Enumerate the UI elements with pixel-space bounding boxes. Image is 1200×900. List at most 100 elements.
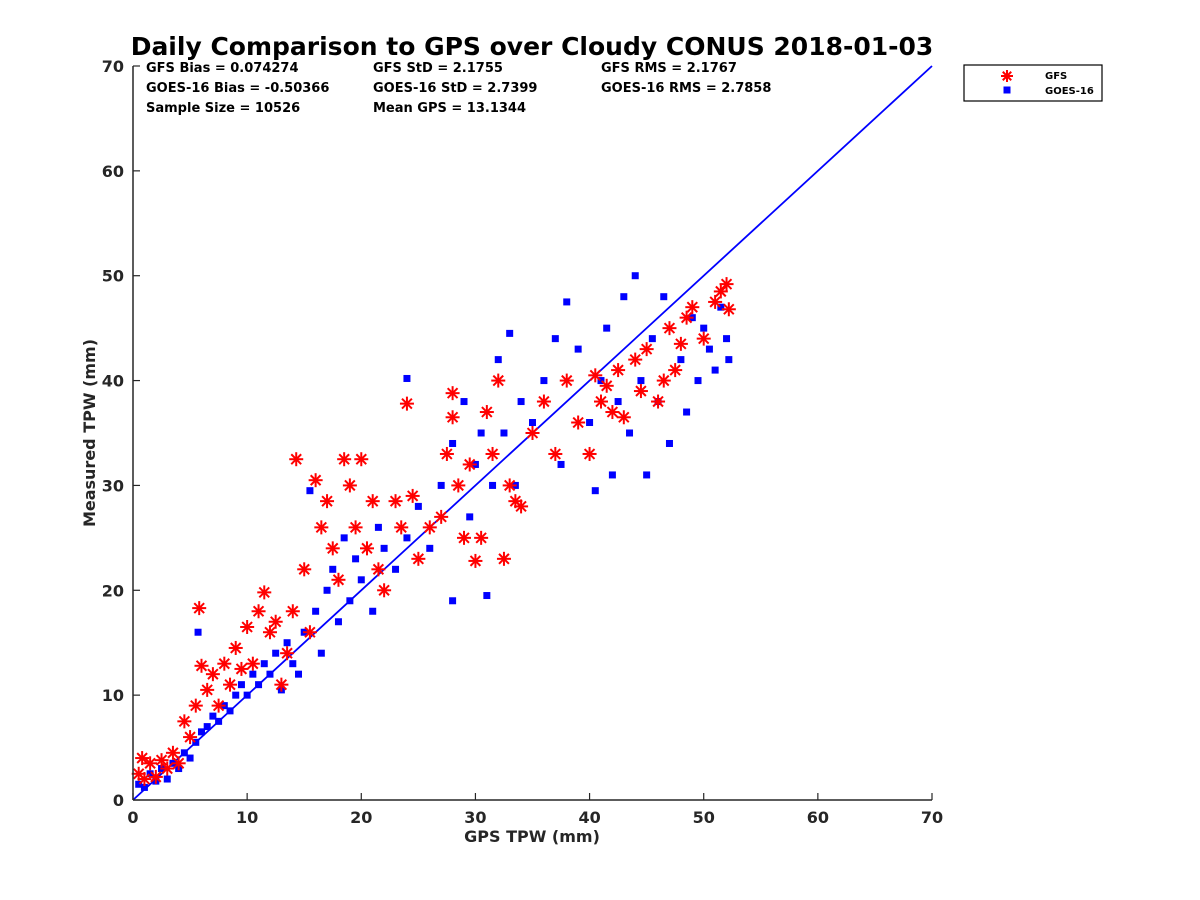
goes16-point — [563, 298, 571, 306]
gfs-point — [217, 656, 232, 671]
gfs-point — [696, 331, 711, 346]
gfs-point — [628, 352, 643, 367]
legend-goes-square — [1003, 86, 1011, 94]
goes16-point — [437, 481, 445, 489]
gfs-point — [371, 562, 386, 577]
gfs-point — [194, 658, 209, 673]
gfs-point — [188, 698, 203, 713]
x-tick-label: 10 — [236, 808, 258, 827]
goes16-point — [323, 586, 331, 594]
x-tick-label: 60 — [807, 808, 829, 827]
gfs-point — [514, 499, 529, 514]
gfs-point — [451, 478, 466, 493]
gfs-point — [633, 384, 648, 399]
gfs-point — [302, 625, 317, 640]
gfs-point — [713, 284, 728, 299]
gfs-point — [656, 373, 671, 388]
goes16-point — [237, 681, 245, 689]
goes16-point — [683, 408, 691, 416]
goes16-point — [643, 471, 651, 479]
gfs-point — [297, 562, 312, 577]
goes16-point — [631, 272, 639, 280]
gfs-point — [611, 363, 626, 378]
goes16-point — [608, 471, 616, 479]
gfs-point — [721, 302, 736, 317]
gfs-point — [192, 601, 207, 616]
goes16-point — [260, 660, 268, 668]
goes16-point — [483, 592, 491, 600]
gfs-point — [616, 410, 631, 425]
gfs-point — [679, 310, 694, 325]
goes16-point — [517, 398, 525, 406]
gfs-point — [314, 520, 329, 535]
goes16-point — [660, 293, 668, 301]
gfs-point — [143, 756, 158, 771]
gfs-point — [445, 410, 460, 425]
gfs-point — [462, 457, 477, 472]
goes16-point — [705, 345, 713, 353]
goes16-point — [215, 717, 223, 725]
gfs-point — [719, 277, 734, 292]
gfs-point — [668, 363, 683, 378]
stat-gfs-bias: GFS Bias = 0.074274 — [146, 61, 299, 76]
gfs-point — [496, 551, 511, 566]
gfs-point — [211, 698, 226, 713]
gfs-point — [388, 494, 403, 509]
goes16-point — [551, 335, 559, 343]
goes16-point — [209, 712, 217, 720]
goes16-point — [317, 649, 325, 657]
gfs-point — [234, 661, 249, 676]
goes16-point — [489, 481, 497, 489]
gfs-point — [308, 473, 323, 488]
goes16-point — [146, 770, 154, 778]
gfs-point — [399, 396, 414, 411]
legend-goes-label: GOES-16 — [1045, 86, 1094, 97]
gfs-point — [536, 394, 551, 409]
goes16-point — [449, 439, 457, 447]
goes16-point — [626, 429, 634, 437]
y-tick-label: 50 — [102, 267, 124, 286]
gfs-point — [588, 368, 603, 383]
x-tick-label: 30 — [464, 808, 486, 827]
gfs-point — [422, 520, 437, 535]
gfs-point — [160, 761, 175, 776]
goes16-point — [506, 329, 514, 337]
goes16-point — [243, 691, 251, 699]
gfs-point — [468, 553, 483, 568]
gfs-point — [342, 478, 357, 493]
gfs-point — [337, 452, 352, 467]
x-ticks: 0 10 20 30 40 50 60 70 — [127, 793, 943, 827]
goes16-point — [403, 374, 411, 382]
y-tick-label: 30 — [102, 476, 124, 495]
y-tick-label: 60 — [102, 162, 124, 181]
goes16-point — [597, 377, 605, 385]
goes16-point — [449, 597, 457, 605]
goes16-point — [306, 487, 314, 495]
goes16-point — [272, 649, 280, 657]
gfs-point — [262, 625, 277, 640]
gfs-point — [593, 394, 608, 409]
gfs-point — [165, 745, 180, 760]
gfs-point — [662, 321, 677, 336]
y-ticks: 0 10 20 30 40 50 60 70 — [102, 57, 140, 810]
gfs-point — [171, 756, 186, 771]
gfs-point — [280, 646, 295, 661]
goes16-point — [226, 707, 234, 715]
goes16-point — [346, 597, 354, 605]
gfs-point — [365, 494, 380, 509]
gfs-point — [434, 509, 449, 524]
goes16-point — [140, 783, 148, 791]
goes16-point — [723, 335, 731, 343]
legend: GFS GOES-16 — [963, 64, 1103, 102]
goes16-point — [135, 780, 143, 788]
goes16-point — [477, 429, 485, 437]
gfs-point — [325, 541, 340, 556]
goes16-point — [460, 398, 468, 406]
gfs-point — [673, 336, 688, 351]
goes16-point — [603, 324, 611, 332]
y-tick-label: 40 — [102, 372, 124, 391]
gfs-point — [405, 488, 420, 503]
legend-goes-marker — [1003, 86, 1011, 94]
goes16-point — [232, 691, 240, 699]
gfs-point — [200, 682, 215, 697]
